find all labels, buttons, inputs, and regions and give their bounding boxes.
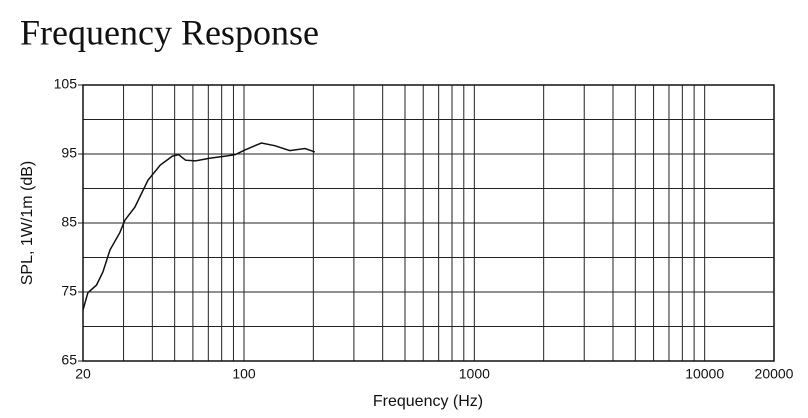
plot-frame xyxy=(82,84,775,362)
y-tick-label: 65 xyxy=(61,352,77,368)
x-tick-label: 1000 xyxy=(459,366,490,382)
x-tick-label: 20 xyxy=(75,366,91,382)
x-tick-label: 10000 xyxy=(685,366,724,382)
y-axis-label: SPL, 1W/1m (dB) xyxy=(19,161,36,285)
x-axis-label: Frequency (Hz) xyxy=(373,393,483,410)
x-tick-label: 20000 xyxy=(755,366,794,382)
y-tick-label: 75 xyxy=(61,283,77,299)
y-tick-label: 85 xyxy=(61,214,77,230)
chart-title: Frequency Response xyxy=(20,12,319,52)
line-series xyxy=(82,142,316,311)
y-tick-label: 105 xyxy=(54,76,78,92)
y-tick-label: 95 xyxy=(61,145,77,161)
x-tick-label: 100 xyxy=(232,366,256,382)
